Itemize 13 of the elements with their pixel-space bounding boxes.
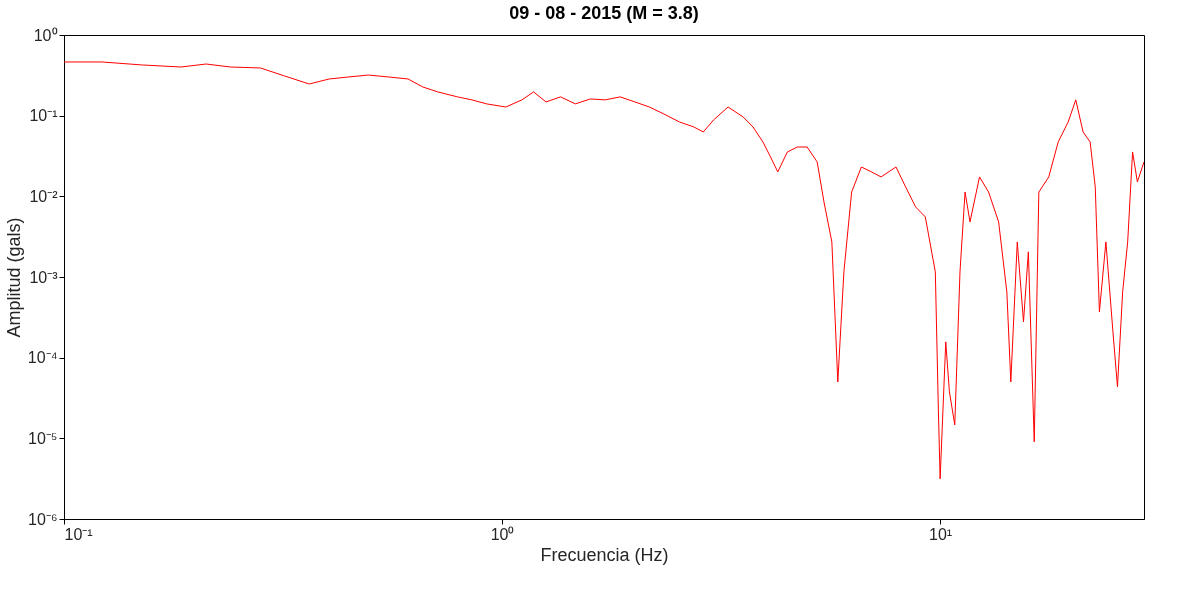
y-tick-label: 10⁰: [33, 26, 58, 44]
y-axis-title: Amplitud (gals): [3, 217, 24, 338]
y-tick-label: 10⁻⁴: [27, 349, 58, 367]
y-tick-label: 10⁻³: [29, 268, 59, 286]
y-tick-label: 10⁻⁵: [28, 429, 58, 447]
chart-title: 09 - 08 - 2015 (M = 3.8): [509, 3, 699, 23]
x-tick-label: 10⁰: [490, 525, 515, 543]
y-tick-label: 10⁻⁶: [28, 510, 58, 528]
x-tick-label: 10⁻¹: [64, 525, 93, 543]
x-tick-label: 10¹: [929, 525, 953, 543]
x-axis-title: Frecuencia (Hz): [540, 544, 669, 565]
y-tick-label: 10⁻²: [29, 187, 59, 205]
y-tick-label: 10⁻¹: [29, 107, 58, 125]
